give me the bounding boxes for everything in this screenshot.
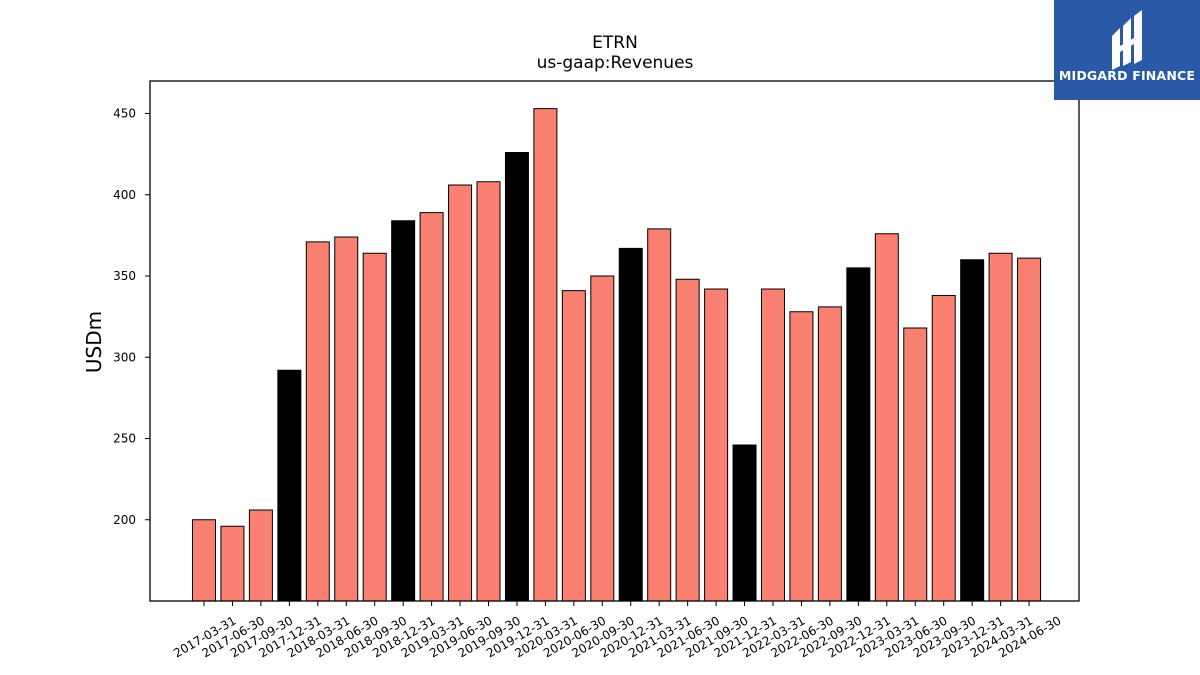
logo-mark-icon [1112, 10, 1142, 70]
bar-2020-03-31 [533, 108, 558, 602]
bar-2023-12-31 [960, 259, 985, 602]
bar-2017-12-31 [277, 369, 302, 602]
bar-2017-09-30 [248, 509, 273, 602]
bar-2023-06-30 [903, 327, 928, 602]
y-axis-label: USDm [82, 311, 106, 373]
y-axis: 200 250 300 350 400 450 [113, 107, 150, 527]
bar-2018-12-31 [391, 220, 416, 602]
bar-2021-12-31 [732, 444, 757, 602]
bar-2022-12-31 [846, 267, 871, 602]
bar-2020-12-31 [618, 247, 643, 602]
bar-2018-03-31 [305, 241, 330, 602]
bar-2021-06-30 [675, 278, 700, 602]
bar-2019-06-30 [448, 184, 473, 602]
bar-2021-03-31 [647, 228, 672, 602]
bar-2022-03-31 [761, 288, 785, 602]
bar-2020-06-30 [561, 290, 586, 602]
chart-title: ETRN [592, 33, 638, 53]
bar-2018-06-30 [334, 236, 359, 602]
bar-2022-06-30 [789, 311, 814, 602]
bar-2019-09-30 [476, 181, 501, 602]
y-tick-label: 350 [113, 269, 136, 283]
bar-2019-03-31 [419, 212, 444, 602]
bar-2019-12-31 [504, 152, 529, 602]
bar-2024-06-30 [1017, 257, 1042, 602]
bar-2021-09-30 [704, 288, 729, 602]
bar-2023-03-31 [874, 233, 899, 602]
logo-text: MIDGARD FINANCE [1059, 68, 1195, 83]
bar-2017-06-30 [220, 525, 245, 602]
y-tick-label: 400 [113, 188, 136, 202]
y-tick-label: 250 [113, 432, 136, 446]
y-tick-label: 450 [113, 107, 136, 121]
chart-subtitle: us-gaap:Revenues [537, 53, 694, 73]
logo: MIDGARD FINANCE [1054, 0, 1200, 100]
bars-group [192, 108, 1042, 602]
bar-2023-09-30 [931, 295, 956, 602]
bar-2018-09-30 [362, 252, 387, 602]
y-tick-label: 300 [113, 350, 136, 364]
plot-frame [149, 80, 1080, 602]
bar-2020-09-30 [590, 275, 615, 602]
bar-2024-03-31 [988, 252, 1013, 602]
bar-2022-09-30 [817, 306, 842, 602]
y-tick-label: 200 [113, 513, 136, 527]
bar-2017-03-31 [192, 519, 216, 602]
